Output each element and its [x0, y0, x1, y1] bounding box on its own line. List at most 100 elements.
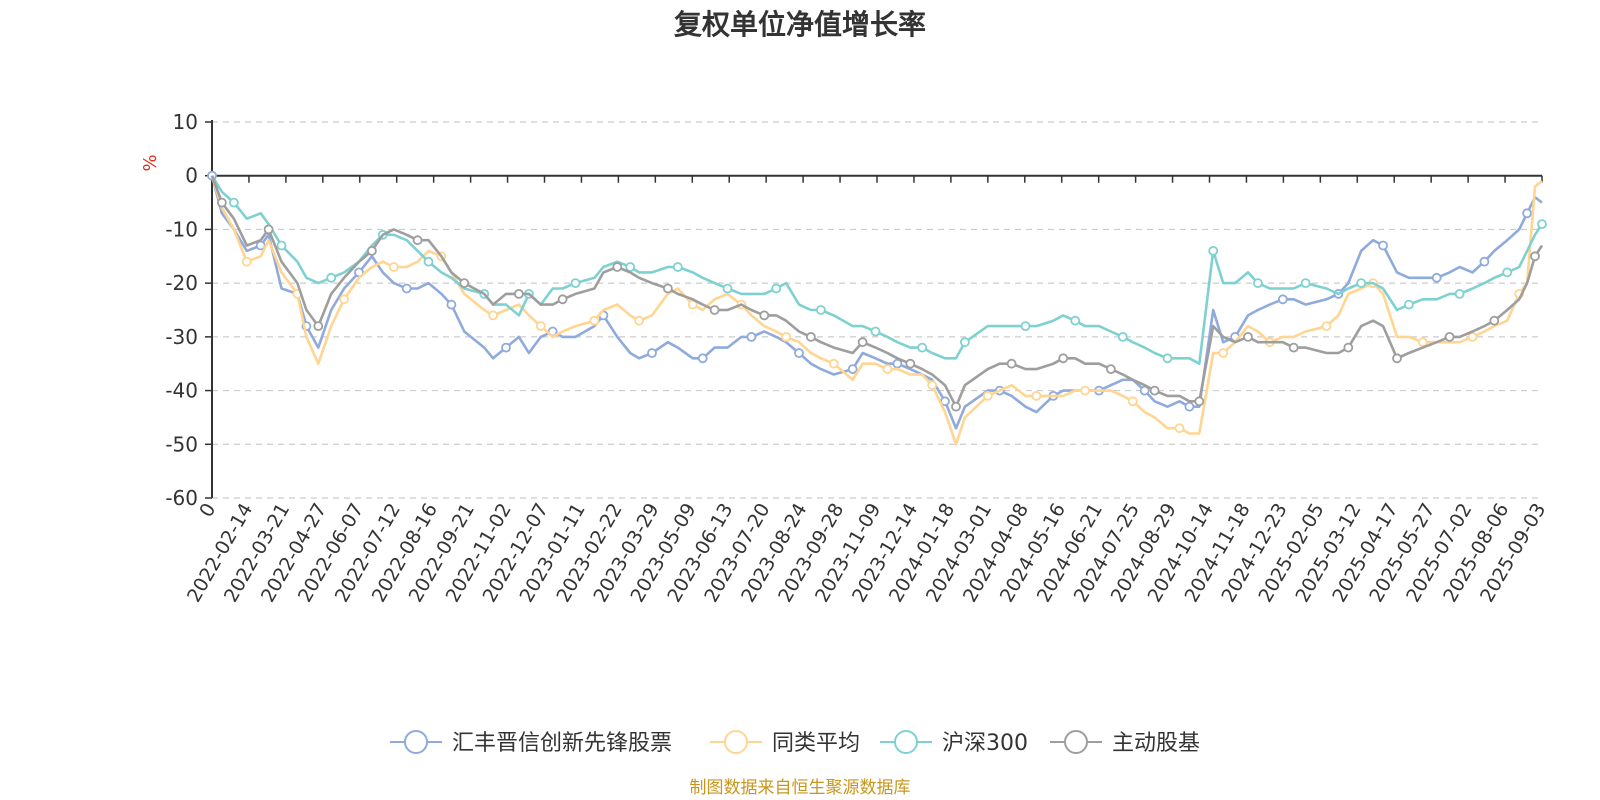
- series-point: [1080, 385, 1090, 396]
- y-tick-label: -10: [165, 217, 198, 241]
- series-point: [1530, 251, 1540, 262]
- series-point: [905, 358, 916, 369]
- series-point: [446, 299, 457, 310]
- series-point: [339, 294, 350, 305]
- series-point: [806, 331, 816, 342]
- series-point: [697, 353, 708, 364]
- series-point: [672, 262, 683, 272]
- legend-marker: [894, 730, 918, 754]
- series-point: [828, 358, 839, 369]
- series-group: [210, 175, 1547, 365]
- series-point: [746, 331, 757, 342]
- series-point: [401, 283, 412, 294]
- y-tick-label: -60: [165, 486, 198, 510]
- series-point: [366, 245, 377, 256]
- series-point: [1431, 272, 1442, 283]
- series-point: [816, 305, 826, 315]
- series-point: [589, 315, 600, 326]
- legend-item[interactable]: 汇丰晋信创新先锋股票: [390, 730, 672, 756]
- series-point: [1106, 364, 1116, 375]
- series-point: [1300, 278, 1311, 289]
- legend[interactable]: 汇丰晋信创新先锋股票 同类平均 沪深300 主动股基: [390, 730, 1200, 756]
- series-point: [882, 364, 893, 375]
- series-point: [1404, 299, 1414, 310]
- y-tick-label: -40: [165, 379, 198, 403]
- series-point: [951, 401, 961, 412]
- series-point: [1502, 267, 1513, 278]
- series-lines: [207, 170, 1547, 446]
- series-point: [216, 197, 227, 208]
- series-line: [210, 175, 1543, 446]
- source-note: 制图数据来自恒生聚源数据库: [690, 778, 911, 798]
- series-point: [1174, 423, 1185, 434]
- series-point: [625, 262, 636, 272]
- series-point: [1006, 358, 1017, 369]
- series-line: [210, 175, 1544, 365]
- series-point: [488, 310, 499, 321]
- series-point: [1277, 294, 1288, 305]
- axes: 100-10-20-30-40-50-6002022-02-142022-03-…: [165, 110, 1550, 606]
- series-point: [1378, 240, 1388, 251]
- series-point: [1417, 337, 1428, 348]
- series-point: [1444, 331, 1455, 342]
- legend-item[interactable]: 同类平均: [710, 730, 860, 756]
- series-point: [1070, 315, 1081, 326]
- series-point: [1020, 321, 1031, 332]
- series-point: [634, 315, 644, 326]
- legend-item[interactable]: 沪深300: [880, 730, 1028, 756]
- y-axis-label: %: [140, 154, 161, 171]
- series-point: [535, 321, 546, 332]
- series-point: [514, 288, 524, 299]
- x-tick-label: 0: [195, 500, 220, 521]
- series-point: [771, 283, 782, 294]
- series-point: [1288, 342, 1299, 353]
- series-point: [794, 348, 804, 358]
- series-point: [857, 337, 868, 348]
- series-point: [663, 283, 673, 294]
- series-line: [210, 175, 1544, 408]
- series-point: [1243, 331, 1253, 342]
- legend-marker: [724, 730, 748, 754]
- series-point: [263, 224, 274, 235]
- series-point: [1184, 401, 1195, 412]
- legend-label: 同类平均: [772, 731, 860, 756]
- series-point: [570, 278, 581, 289]
- series-point: [722, 283, 733, 294]
- series-point: [1208, 245, 1219, 256]
- series-point: [1537, 219, 1547, 230]
- series-point: [1194, 396, 1205, 407]
- legend-marker: [404, 730, 428, 754]
- grid-lines: [212, 121, 1542, 499]
- series-point: [241, 256, 252, 267]
- series-point: [847, 364, 858, 375]
- series-group: [210, 175, 1543, 446]
- series-point: [423, 256, 434, 267]
- series-point: [1127, 396, 1138, 407]
- y-tick-label: -20: [165, 271, 198, 295]
- series-point: [960, 337, 970, 348]
- legend-label: 汇丰晋信创新先锋股票: [452, 731, 672, 756]
- series-point: [1522, 208, 1532, 219]
- y-tick-label: -30: [165, 325, 198, 349]
- series-point: [228, 197, 239, 208]
- series-point: [326, 272, 337, 283]
- series-group: [210, 175, 1544, 412]
- series-point: [1343, 342, 1354, 353]
- series-point: [1321, 321, 1332, 332]
- series-point: [276, 240, 287, 251]
- legend-item[interactable]: 主动股基: [1050, 730, 1200, 756]
- y-tick-label: 0: [185, 164, 198, 188]
- series-point: [1454, 288, 1465, 299]
- series-point: [1149, 385, 1160, 396]
- series-point: [1253, 278, 1263, 289]
- legend-label: 沪深300: [942, 731, 1028, 756]
- series-group: [207, 170, 1543, 430]
- series-point: [1218, 348, 1229, 358]
- series-point: [892, 358, 903, 369]
- series-point: [1467, 331, 1478, 342]
- series-point: [557, 294, 568, 305]
- series-point: [759, 310, 770, 321]
- series-point: [709, 305, 720, 315]
